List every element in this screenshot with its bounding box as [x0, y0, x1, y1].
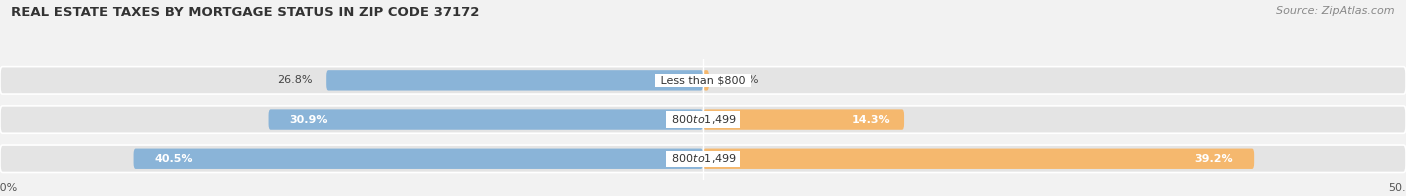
FancyBboxPatch shape: [269, 109, 703, 130]
FancyBboxPatch shape: [326, 70, 703, 91]
FancyBboxPatch shape: [703, 70, 709, 91]
Text: $800 to $1,499: $800 to $1,499: [668, 113, 738, 126]
Text: 30.9%: 30.9%: [290, 114, 328, 125]
Text: REAL ESTATE TAXES BY MORTGAGE STATUS IN ZIP CODE 37172: REAL ESTATE TAXES BY MORTGAGE STATUS IN …: [11, 6, 479, 19]
Text: 0.42%: 0.42%: [723, 75, 758, 85]
Text: 39.2%: 39.2%: [1195, 154, 1233, 164]
FancyBboxPatch shape: [0, 106, 1406, 133]
FancyBboxPatch shape: [0, 67, 1406, 94]
FancyBboxPatch shape: [0, 145, 1406, 172]
Text: 40.5%: 40.5%: [155, 154, 193, 164]
FancyBboxPatch shape: [703, 109, 904, 130]
Text: 14.3%: 14.3%: [852, 114, 890, 125]
FancyBboxPatch shape: [703, 149, 1254, 169]
FancyBboxPatch shape: [134, 149, 703, 169]
Text: 26.8%: 26.8%: [277, 75, 312, 85]
Text: Less than $800: Less than $800: [657, 75, 749, 85]
Text: Source: ZipAtlas.com: Source: ZipAtlas.com: [1277, 6, 1395, 16]
Text: $800 to $1,499: $800 to $1,499: [668, 152, 738, 165]
